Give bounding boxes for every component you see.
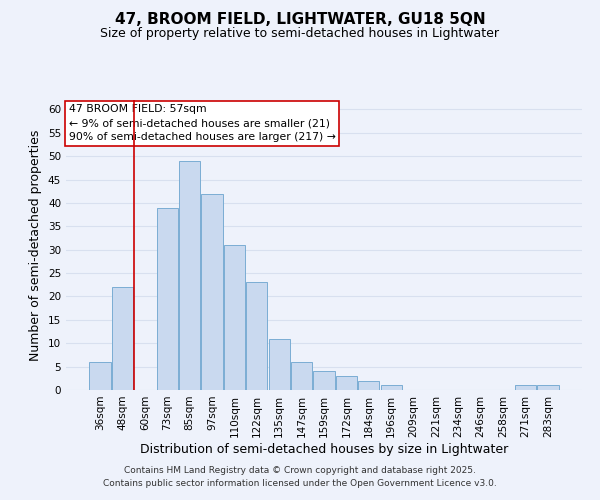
Text: 47, BROOM FIELD, LIGHTWATER, GU18 5QN: 47, BROOM FIELD, LIGHTWATER, GU18 5QN [115,12,485,28]
Bar [179,161,200,390]
Text: Size of property relative to semi-detached houses in Lightwater: Size of property relative to semi-detach… [101,28,499,40]
Bar [89,362,111,390]
Y-axis label: Number of semi-detached properties: Number of semi-detached properties [29,130,43,360]
Bar [380,386,402,390]
Bar [202,194,223,390]
Bar [313,372,335,390]
Bar [269,338,290,390]
Bar [515,386,536,390]
Bar [224,245,245,390]
Bar [358,380,379,390]
Bar [336,376,357,390]
Bar [537,386,559,390]
Bar [157,208,178,390]
Bar [291,362,312,390]
Bar [112,287,133,390]
Text: 47 BROOM FIELD: 57sqm
← 9% of semi-detached houses are smaller (21)
90% of semi-: 47 BROOM FIELD: 57sqm ← 9% of semi-detac… [68,104,335,142]
Bar [246,282,268,390]
X-axis label: Distribution of semi-detached houses by size in Lightwater: Distribution of semi-detached houses by … [140,442,508,456]
Text: Contains HM Land Registry data © Crown copyright and database right 2025.
Contai: Contains HM Land Registry data © Crown c… [103,466,497,487]
